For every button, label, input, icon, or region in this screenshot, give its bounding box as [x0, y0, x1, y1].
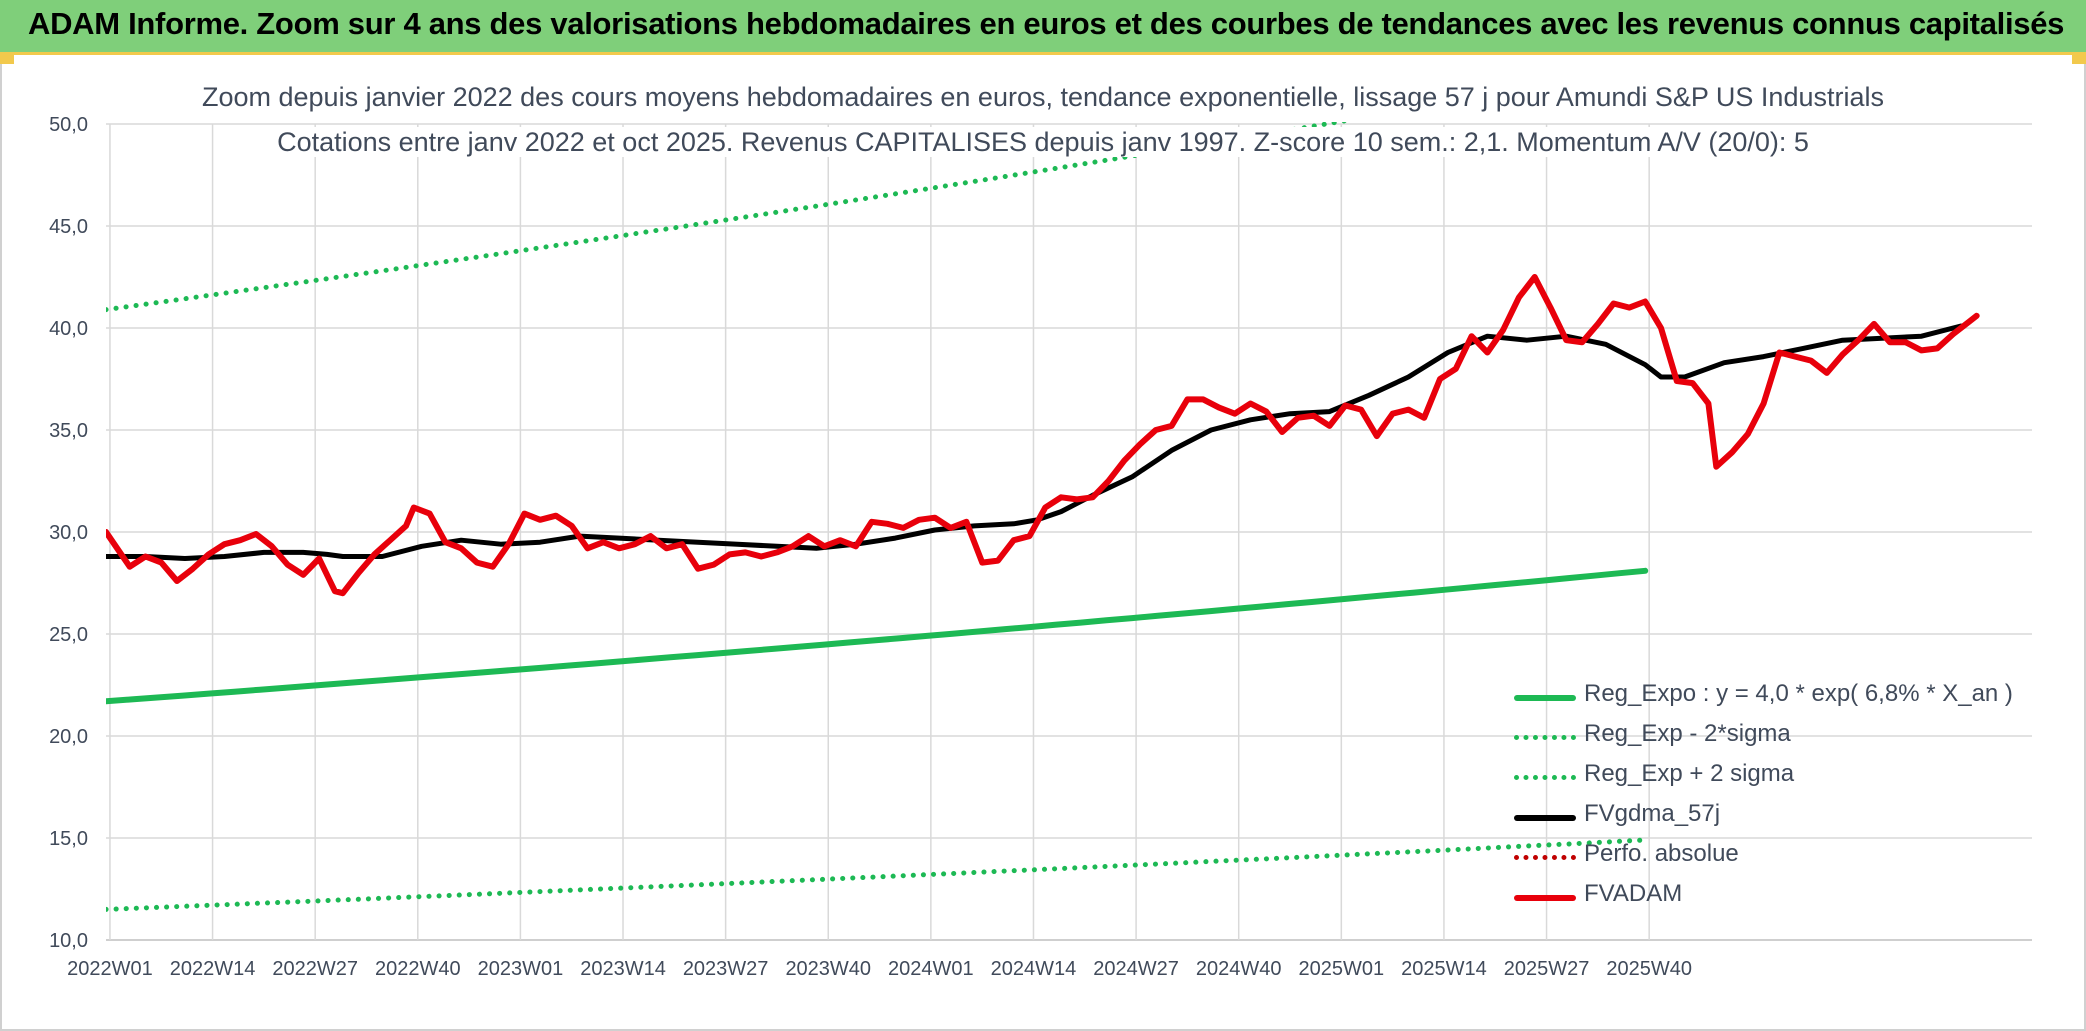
- y-tick-label: 15,0: [49, 828, 88, 850]
- legend-swatch: [1514, 735, 1576, 740]
- x-tick-label: 2022W27: [272, 958, 358, 980]
- y-tick-label: 45,0: [49, 216, 88, 238]
- x-tick-label: 2024W27: [1093, 958, 1179, 980]
- legend-item: Reg_Exp - 2*sigma: [1514, 716, 1994, 756]
- legend-label: Perfo. absolue: [1584, 840, 1739, 867]
- x-tick-label: 2024W01: [888, 958, 974, 980]
- y-tick-label: 30,0: [49, 522, 88, 544]
- series-line-2: [106, 122, 1353, 313]
- legend-item: FVADAM: [1514, 876, 1994, 916]
- y-tick-label: 20,0: [49, 726, 88, 748]
- chart-title: Zoom depuis janvier 2022 des cours moyen…: [0, 82, 2086, 113]
- header-banner: ADAM Informe. Zoom sur 4 ans des valoris…: [0, 0, 2086, 55]
- x-tick-label: 2023W40: [785, 958, 871, 980]
- banner-title: ADAM Informe. Zoom sur 4 ans des valoris…: [28, 6, 2065, 41]
- legend-swatch: [1514, 815, 1576, 821]
- x-tick-label: 2025W40: [1606, 958, 1692, 980]
- legend-item: Reg_Exp + 2 sigma: [1514, 756, 1994, 796]
- legend-label: Reg_Exp + 2 sigma: [1584, 760, 1795, 787]
- series-line-5: [106, 274, 1980, 597]
- x-tick-label: 2023W01: [478, 958, 564, 980]
- legend-label: Reg_Exp - 2*sigma: [1584, 720, 1791, 747]
- x-tick-label: 2025W01: [1299, 958, 1385, 980]
- series-line-0: [106, 567, 1649, 705]
- legend-swatch: [1514, 775, 1576, 780]
- x-tick-label: 2025W14: [1401, 958, 1487, 980]
- x-tick-label: 2024W14: [991, 958, 1077, 980]
- x-tick-label: 2025W27: [1504, 958, 1590, 980]
- x-tick-label: 2024W40: [1196, 958, 1282, 980]
- y-tick-label: 50,0: [49, 114, 88, 136]
- x-tick-label: 2023W14: [580, 958, 666, 980]
- chart-legend: Reg_Expo : y = 4,0 * exp( 6,8% * X_an ) R…: [1514, 676, 2013, 916]
- legend-swatch: [1514, 895, 1576, 901]
- corner-mark: [0, 52, 14, 64]
- series-line-1: [106, 837, 1648, 912]
- x-tick-label: 2022W40: [375, 958, 461, 980]
- legend-label: FVADAM: [1584, 880, 1683, 907]
- legend-item: Reg_Expo : y = 4,0 * exp( 6,8% * X_an ): [1514, 676, 2013, 716]
- x-tick-label: 2022W01: [67, 958, 153, 980]
- legend-swatch: [1514, 855, 1576, 860]
- chart-frame: [0, 55, 2086, 1031]
- y-tick-label: 25,0: [49, 624, 88, 646]
- chart-subtitle: Cotations entre janv 2022 et oct 2025. R…: [0, 127, 2086, 158]
- y-tick-label: 10,0: [49, 930, 88, 952]
- legend-label: Reg_Expo : y = 4,0 * exp( 6,8% * X_an ): [1584, 680, 2013, 707]
- x-tick-label: 2023W27: [683, 958, 769, 980]
- x-tick-label: 2022W14: [170, 958, 256, 980]
- legend-label: FVgdma_57j: [1584, 800, 1721, 827]
- legend-item: FVgdma_57j: [1514, 796, 1994, 836]
- y-tick-label: 40,0: [49, 318, 88, 340]
- corner-mark: [2072, 52, 2086, 64]
- legend-item: Perfo. absolue: [1514, 836, 1994, 876]
- legend-swatch: [1514, 695, 1576, 701]
- y-tick-label: 35,0: [49, 420, 88, 442]
